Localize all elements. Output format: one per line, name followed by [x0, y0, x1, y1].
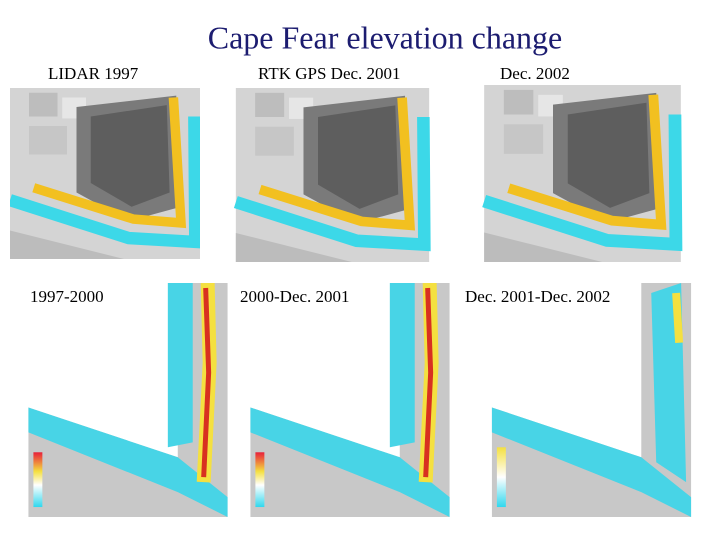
- panel-image: [250, 283, 449, 517]
- panel-image: [236, 88, 429, 262]
- panel-label: 2000-Dec. 2001: [240, 287, 350, 306]
- panel-image: [28, 283, 227, 517]
- panel-image: [492, 283, 691, 517]
- panel-label: LIDAR 1997: [48, 64, 139, 83]
- panel-image: [10, 88, 200, 259]
- panel-image: [484, 85, 681, 262]
- panel-label: Dec. 2002: [500, 64, 570, 83]
- panel-label: 1997-2000: [30, 287, 104, 306]
- slide-title: Cape Fear elevation change: [208, 19, 563, 55]
- panel-label: RTK GPS Dec. 2001: [258, 64, 401, 83]
- panel-label: Dec. 2001-Dec. 2002: [465, 287, 610, 306]
